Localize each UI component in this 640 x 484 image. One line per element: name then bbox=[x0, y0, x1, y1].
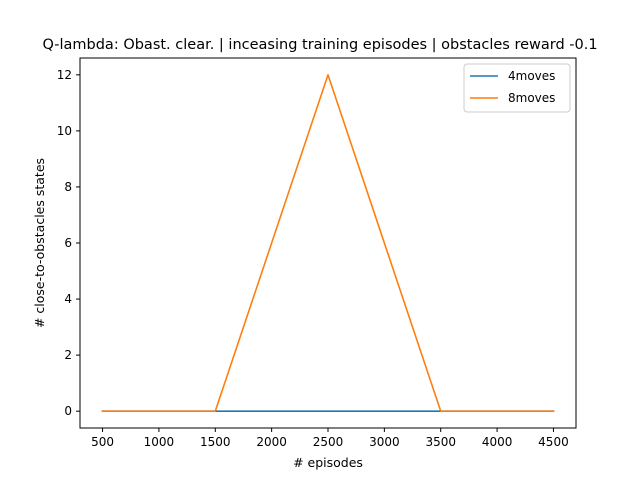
y-tick-label: 4 bbox=[64, 292, 72, 306]
x-tick-label: 3000 bbox=[369, 435, 400, 449]
plot-area: 500 1000 1500 2000 2500 3000 3500 4000 4500 0 2 4 6 8… bbox=[57, 68, 569, 449]
legend-label-4moves: 4moves bbox=[508, 69, 555, 83]
y-tick-label: 10 bbox=[57, 124, 72, 138]
x-tick-label: 4500 bbox=[538, 435, 569, 449]
y-tick-label: 8 bbox=[64, 180, 72, 194]
x-tick-label: 1500 bbox=[200, 435, 231, 449]
x-tick-label: 2500 bbox=[313, 435, 344, 449]
x-tick-label: 2000 bbox=[256, 435, 287, 449]
y-tick-label: 6 bbox=[64, 236, 72, 250]
y-axis-label: # close-to-obstacles states bbox=[32, 158, 47, 328]
chart-title: Q-lambda: Obast. clear. | inceasing trai… bbox=[42, 37, 597, 53]
x-tick-label: 500 bbox=[91, 435, 114, 449]
legend-label-8moves: 8moves bbox=[508, 91, 555, 105]
y-tick-label: 2 bbox=[64, 348, 72, 362]
x-tick-label: 4000 bbox=[482, 435, 513, 449]
y-tick-label: 12 bbox=[57, 68, 72, 82]
x-tick-label: 1000 bbox=[144, 435, 175, 449]
axes-frame bbox=[79, 57, 577, 429]
legend: 4moves 8moves bbox=[463, 63, 571, 113]
x-tick-label: 3500 bbox=[425, 435, 456, 449]
x-axis-label: # episodes bbox=[293, 455, 363, 470]
y-tick-label: 0 bbox=[64, 404, 72, 418]
series-line-8moves bbox=[101, 74, 555, 412]
